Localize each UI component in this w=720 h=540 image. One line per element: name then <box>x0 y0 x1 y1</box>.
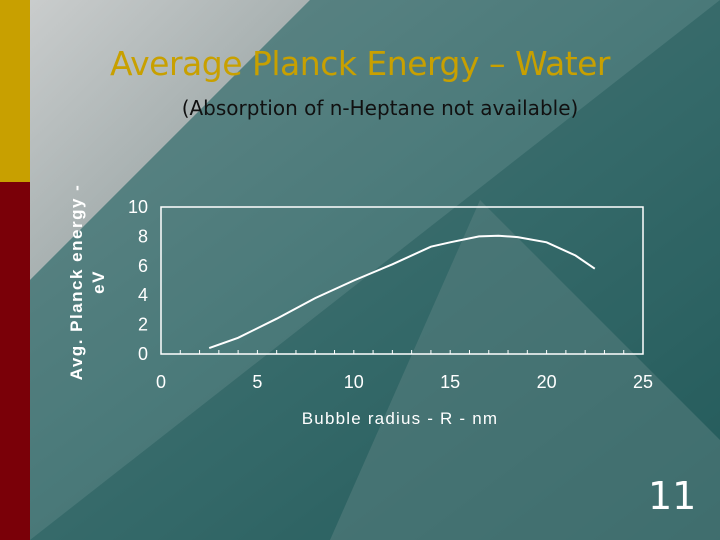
slide-subtitle: (Absorption of n-Heptane not available) <box>181 96 579 120</box>
plot-area <box>160 206 644 355</box>
x-tick-label: 0 <box>156 372 166 392</box>
x-tick-labels: 0 5 10 15 20 25 <box>156 372 653 392</box>
y-tick-label: 4 <box>138 285 148 305</box>
x-tick-label: 25 <box>633 372 653 392</box>
slide-number: 11 <box>648 474 697 518</box>
x-axis-title: Bubble radius - R - nm <box>302 409 498 428</box>
y-axis-title-line2: eV <box>89 270 108 294</box>
y-tick-label: 6 <box>138 256 148 276</box>
y-tick-label: 10 <box>128 197 148 217</box>
slide-title: Average Planck Energy – Water <box>109 44 611 83</box>
x-tick-label: 20 <box>537 372 557 392</box>
series-line <box>208 234 596 350</box>
y-tick-label: 2 <box>138 315 148 335</box>
accent-bar-red <box>0 182 30 540</box>
x-tick-label: 15 <box>440 372 460 392</box>
x-tick-label: 10 <box>344 372 364 392</box>
accent-bar-gold <box>0 0 30 182</box>
y-tick-label: 8 <box>138 226 148 246</box>
x-tick-label: 5 <box>252 372 262 392</box>
y-axis-title-line1: Avg. Planck energy - <box>67 184 86 381</box>
y-tick-labels: 0 2 4 6 8 10 <box>128 197 148 364</box>
y-tick-label: 0 <box>138 344 148 364</box>
x-tick-marks <box>160 350 644 354</box>
